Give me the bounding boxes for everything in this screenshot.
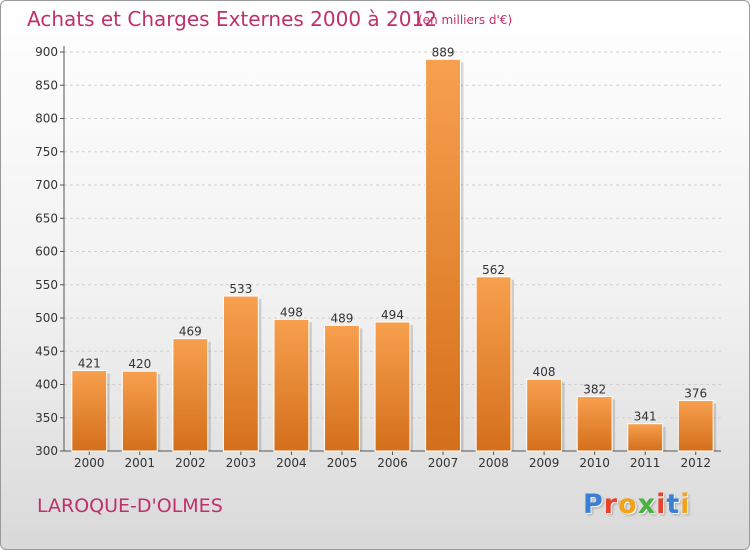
value-label: 420 <box>128 357 151 371</box>
bar-2003 <box>222 295 259 452</box>
value-label: 341 <box>634 410 657 424</box>
y-tick-label: 450 <box>35 344 58 358</box>
y-tick-label: 700 <box>35 178 58 192</box>
value-label: 408 <box>533 365 556 379</box>
logo-letter: P <box>583 489 604 520</box>
x-tick-label: 2005 <box>327 456 358 470</box>
value-label: 421 <box>78 357 101 371</box>
bar-2012 <box>677 399 714 452</box>
y-tick-label: 600 <box>35 245 58 259</box>
y-tick-label: 650 <box>35 211 58 225</box>
chart-unit: (en milliers d'€) <box>418 13 513 27</box>
y-tick-label: 800 <box>35 112 58 126</box>
bar-2000 <box>71 370 108 452</box>
value-label: 889 <box>432 45 455 59</box>
value-label: 562 <box>482 263 505 277</box>
bar-2002 <box>172 338 209 452</box>
y-tick-label: 300 <box>35 444 58 458</box>
x-tick-label: 2004 <box>276 456 307 470</box>
y-tick-label: 850 <box>35 78 58 92</box>
y-tick-label: 750 <box>35 145 58 159</box>
x-tick-label: 2003 <box>226 456 257 470</box>
value-label: 494 <box>381 308 404 322</box>
x-tick-label: 2001 <box>125 456 156 470</box>
y-tick-label: 550 <box>35 278 58 292</box>
labels: 300 350 400 450 500 550 600 650 700 750 800 850 900 4… <box>35 45 711 470</box>
value-label: 498 <box>280 305 303 319</box>
value-label: 533 <box>229 282 252 296</box>
y-tick-label: 400 <box>35 378 58 392</box>
commune-name: LAROQUE-D'OLMES <box>37 495 223 517</box>
y-tick-label: 900 <box>35 45 58 59</box>
logo-letter: i <box>656 489 667 520</box>
x-tick-label: 2011 <box>630 456 661 470</box>
logo-letter: o <box>618 489 638 520</box>
logo-letter: x <box>637 489 657 520</box>
bar-2010 <box>576 395 613 452</box>
logo-letter: i <box>680 489 691 520</box>
logo-letter: r <box>603 489 619 520</box>
x-tick-label: 2009 <box>529 456 560 470</box>
x-tick-label: 2008 <box>478 456 509 470</box>
bar-2001 <box>121 370 158 452</box>
value-label: 382 <box>583 382 606 396</box>
bar-2007 <box>425 58 461 452</box>
x-tick-label: 2010 <box>579 456 610 470</box>
bar-2009 <box>526 378 563 452</box>
bars <box>71 58 717 452</box>
x-tick-label: 2006 <box>377 456 408 470</box>
y-tick-label: 500 <box>35 311 58 325</box>
x-tick-label: 2002 <box>175 456 206 470</box>
bar-chart: 300 350 400 450 500 550 600 650 700 750 800 850 900 4… <box>35 45 721 470</box>
value-label: 376 <box>684 386 707 400</box>
bar-2008 <box>475 276 512 452</box>
bar-2005 <box>324 324 360 452</box>
x-tick-label: 2000 <box>74 456 105 470</box>
bar-2006 <box>374 321 411 452</box>
logo-letter: t <box>666 489 681 520</box>
chart-title: Achats et Charges Externes 2000 à 2012 <box>27 7 437 31</box>
bar-2011 <box>627 423 664 452</box>
bar-2004 <box>273 318 310 452</box>
value-label: 489 <box>331 311 354 325</box>
x-tick-label: 2012 <box>680 456 711 470</box>
y-tick-label: 350 <box>35 411 58 425</box>
value-label: 469 <box>179 325 202 339</box>
proxiti-logo: Proxiti <box>583 489 691 520</box>
x-tick-label: 2007 <box>428 456 459 470</box>
